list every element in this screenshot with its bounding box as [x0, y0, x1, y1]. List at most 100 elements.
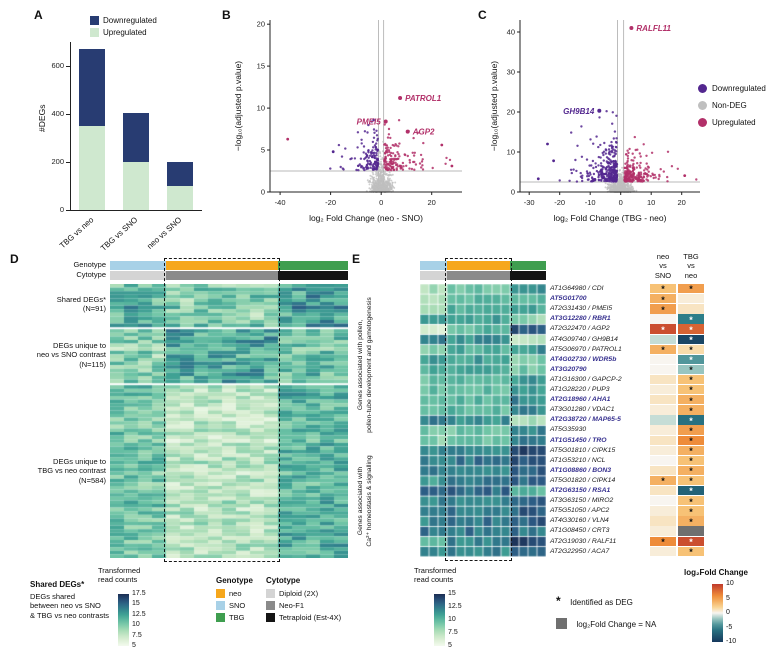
genotype-row-label: Genotype — [73, 260, 106, 269]
volcano-legend: Downregulated Non-DEG Upregulated — [698, 84, 768, 140]
deg-asterisk: * — [661, 294, 665, 305]
fc-cell — [650, 334, 676, 344]
fc-cell — [678, 435, 704, 445]
fc-cell — [678, 324, 704, 334]
legend-swatch-Diploid (2X) — [266, 589, 275, 598]
scale-tick-label: -5 — [726, 623, 733, 631]
panel-c-label: C — [478, 8, 487, 22]
gene-label: AT1G08860 / BON3 — [550, 466, 612, 474]
volcano-plot-neo-sno: -40 -20 0 20 0 5 10 15 20 log₂ Fold Change (neo -… — [233, 20, 462, 223]
gene-label: AT5G51050 / APC2 — [550, 507, 610, 515]
legend-label: Diploid (2X) — [279, 589, 319, 598]
shared-degs-group-label: Shared DEGs* (N=91) — [56, 295, 106, 314]
svg-text:10: 10 — [507, 148, 515, 157]
scale-tick-label: 17.5 — [132, 590, 146, 597]
fc-cell — [678, 374, 704, 385]
svg-text:-10: -10 — [585, 198, 596, 207]
gene-labels: AT1G64980 / CDI AT5G01700 AT2G31430 / PMEI… — [550, 284, 646, 557]
fc-cell — [650, 324, 676, 334]
bar-upregulated — [79, 126, 105, 210]
bar-upregulated — [167, 186, 193, 210]
fc-cell — [678, 516, 704, 526]
fc-cell — [678, 526, 704, 536]
svg-text:0: 0 — [379, 198, 383, 207]
fc-cell — [650, 516, 676, 526]
fc-cell — [650, 506, 676, 516]
deg-asterisk: * — [689, 334, 693, 345]
fc-cell — [678, 445, 704, 455]
bar-legend: Downregulated Upregulated — [90, 16, 200, 40]
svg-text:AGP2: AGP2 — [412, 128, 435, 137]
svg-text:20: 20 — [507, 108, 515, 117]
read-counts-scale-e-title: Transformed read counts — [414, 566, 457, 585]
fc-cell — [650, 435, 676, 445]
gene-label: AT5G01820 / CIPK14 — [550, 476, 616, 484]
svg-text:20: 20 — [678, 198, 686, 207]
legend-label: Non-DEG — [712, 101, 747, 110]
svg-text:−log₁₀(adjusted p.value): −log₁₀(adjusted p.value) — [489, 61, 499, 151]
fc-cell — [650, 546, 676, 556]
deg-asterisk-note: * Identified as DEG — [556, 592, 633, 610]
gene-label: AT5G01700 — [550, 295, 587, 303]
svg-text:GH9B14: GH9B14 — [563, 107, 595, 116]
panel-e-label: E — [352, 252, 361, 266]
cytotype-legend-title: Cytotype — [266, 576, 301, 585]
x-tick-label: neo vs SNO — [145, 215, 184, 251]
svg-text:0: 0 — [261, 188, 265, 197]
gene-label: AT2G22470 / AGP2 — [550, 325, 610, 333]
read-counts-scale-e: Transformed read counts 15 12.5 10 7.5 5 — [414, 566, 480, 656]
cytotype-legend: Cytotype Diploid (2X) Neo-F1 Tetraploid (E… — [266, 576, 361, 648]
cytotype-annotation-TBG — [510, 271, 546, 280]
x-tick-label: TBG vs neo — [57, 215, 96, 251]
deg-asterisk: * — [689, 324, 693, 335]
shared-degs-note-title: Shared DEGs* — [30, 580, 85, 589]
fc-cell — [678, 314, 704, 324]
legend-label: Upregulated — [712, 118, 756, 127]
deg-asterisk: * — [689, 506, 693, 517]
scale-tick-label: 15 — [448, 590, 456, 597]
legend-label: SNO — [229, 601, 246, 610]
fc-cell — [678, 304, 704, 314]
bar-chart-degs: 0 200 400 600 TBG vs neo TBG vs SNO neo vs SNO… — [26, 14, 216, 254]
legend-label: Upregulated — [103, 28, 147, 37]
y-tick — [66, 66, 70, 67]
genotype-annotation-neo — [447, 261, 510, 270]
fc-cell — [650, 385, 676, 395]
gene-label: AT1G08450 / CRT3 — [550, 527, 610, 535]
gene-label: AT3G63150 / MIRO2 — [550, 497, 614, 505]
gene-label: AT4G02730 / WDR5b — [550, 355, 617, 363]
genotype-legend-title: Genotype — [216, 576, 253, 585]
bar-downregulated — [79, 49, 105, 126]
y-axis-label: #DEGs — [36, 104, 47, 132]
asterisk-glyph: * — [556, 594, 561, 608]
scale-gradient-bar — [712, 584, 723, 642]
fc-na-note: log₂Fold Change = NA — [556, 614, 656, 632]
fc-cell — [678, 385, 704, 395]
fc-cell — [678, 455, 704, 466]
legend-swatch-Tetraploid (Est-4X) — [266, 613, 275, 622]
deg-asterisk: * — [689, 284, 693, 295]
genotype-annotation-SNO — [110, 261, 166, 270]
fc-cell — [650, 496, 676, 506]
gene-label: AT5G01810 / CIPK15 — [550, 446, 616, 454]
fc-cell — [650, 314, 676, 324]
y-tick-label: 400 — [51, 109, 64, 118]
cytotype-annotation-neo — [447, 271, 510, 280]
cytotype-annotation-TBG — [278, 271, 348, 280]
fc-cell — [650, 475, 676, 486]
genotype-annotation-TBG — [510, 261, 546, 270]
deg-asterisk: * — [689, 435, 693, 446]
svg-text:20: 20 — [257, 20, 265, 29]
deg-asterisk: * — [689, 536, 693, 547]
gene-label: AT4G30160 / VLN4 — [550, 517, 609, 525]
legend-label: Neo-F1 — [279, 601, 305, 610]
deg-asterisk: * — [689, 547, 693, 557]
fc-cell — [650, 536, 676, 546]
fc-cell — [678, 546, 704, 556]
legend-swatch-Upregulated — [90, 28, 99, 37]
deg-asterisk: * — [689, 486, 693, 497]
cytotype-annotation-neo — [166, 271, 278, 280]
deg-asterisk: * — [661, 324, 665, 335]
read-counts-scale-d-title: Transformed read counts — [98, 566, 141, 585]
